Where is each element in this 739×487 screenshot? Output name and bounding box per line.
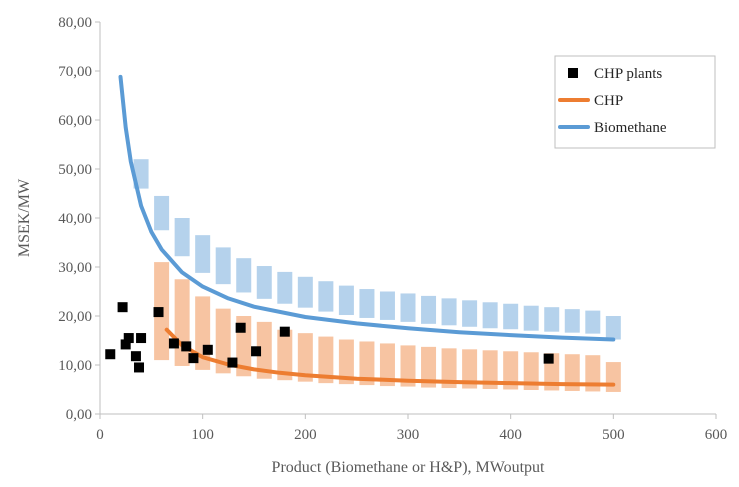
range-band-bar xyxy=(297,276,313,308)
range-band-bar xyxy=(482,350,498,390)
data-point xyxy=(227,357,238,368)
x-axis-title: Product (Biomethane or H&P), MWoutput xyxy=(272,459,545,476)
x-tick-label: 300 xyxy=(397,427,420,443)
range-band-bar xyxy=(318,336,334,384)
range-band-bar xyxy=(277,329,293,381)
range-band-bar xyxy=(462,300,478,327)
legend-marker xyxy=(568,68,578,78)
x-tick-label: 600 xyxy=(705,427,728,443)
x-tick-label: 0 xyxy=(96,427,104,443)
x-tick-label: 400 xyxy=(499,427,522,443)
y-axis-title: MSEK/MW xyxy=(16,178,33,257)
legend-label: Biomethane xyxy=(594,120,667,136)
data-point xyxy=(134,362,145,373)
range-band-bar xyxy=(482,302,498,329)
y-tick-label: 50,00 xyxy=(58,162,92,178)
range-band-bar xyxy=(154,195,170,231)
range-band-bar xyxy=(523,305,539,331)
range-band-bar xyxy=(297,333,313,382)
data-point xyxy=(251,346,262,357)
data-point xyxy=(543,353,554,364)
range-band-bar xyxy=(174,218,190,257)
range-band-bar xyxy=(318,281,334,312)
range-band-bar xyxy=(174,279,190,366)
data-point xyxy=(117,302,128,313)
range-band-bar xyxy=(359,341,375,386)
data-point xyxy=(202,344,213,355)
data-point xyxy=(105,349,116,360)
x-tick-label: 500 xyxy=(602,427,625,443)
range-band-bar xyxy=(441,348,457,389)
range-band-bar xyxy=(605,362,621,392)
data-point xyxy=(168,338,179,349)
data-point xyxy=(153,307,164,318)
range-band-bar xyxy=(462,349,478,389)
range-band-bar xyxy=(215,308,231,374)
data-point xyxy=(130,351,141,362)
range-bands xyxy=(133,159,621,392)
range-band-bar xyxy=(338,285,354,316)
y-tick-label: 70,00 xyxy=(58,64,92,80)
range-band-bar xyxy=(277,271,293,304)
data-point xyxy=(188,353,199,364)
y-tick-label: 10,00 xyxy=(58,358,92,374)
y-tick-label: 20,00 xyxy=(58,309,92,325)
range-band-bar xyxy=(503,303,519,330)
y-tick-label: 0,00 xyxy=(66,407,92,423)
trend-lines xyxy=(118,74,616,387)
range-band-bar xyxy=(585,310,601,334)
range-band-bar xyxy=(256,266,272,299)
range-band-bar xyxy=(338,339,354,385)
axes: 0,00 10,00 20,00 30,00 40,00 50,00 60,00 70,00 8… xyxy=(58,15,727,443)
range-band-bar xyxy=(256,321,272,379)
range-band-bar xyxy=(523,352,539,390)
range-band-bar xyxy=(564,354,580,391)
y-tick-label: 60,00 xyxy=(58,113,92,129)
y-tick-label: 40,00 xyxy=(58,211,92,227)
x-tick-label: 100 xyxy=(191,427,214,443)
series-line-1 xyxy=(164,327,616,387)
range-band-bar xyxy=(359,289,375,318)
data-point xyxy=(235,322,246,333)
legend-label: CHP plants xyxy=(594,66,662,82)
range-band-bar xyxy=(605,316,621,340)
chp-plant-points xyxy=(105,302,554,373)
range-band-bar xyxy=(441,298,457,326)
legend: CHP plants CHP Biomethane xyxy=(554,55,716,149)
series-line-2 xyxy=(118,74,616,342)
data-point xyxy=(123,333,134,344)
range-band-bar xyxy=(379,343,395,387)
range-band-bar xyxy=(215,247,231,285)
range-band-bar xyxy=(421,295,437,324)
range-band-bar xyxy=(503,351,519,390)
legend-label: CHP xyxy=(594,93,623,109)
data-point xyxy=(120,339,131,350)
range-band-bar xyxy=(379,291,395,320)
y-tick-label: 80,00 xyxy=(58,15,92,31)
range-band-bar xyxy=(421,346,437,388)
range-band-bar xyxy=(195,235,211,273)
range-band-bar xyxy=(564,309,580,333)
data-point xyxy=(181,341,192,352)
range-band-bar xyxy=(236,258,252,293)
data-point xyxy=(279,326,290,337)
x-tick-label: 200 xyxy=(294,427,317,443)
data-point xyxy=(136,333,147,344)
y-tick-label: 30,00 xyxy=(58,260,92,276)
range-band-bar xyxy=(400,345,416,387)
range-band-bar xyxy=(400,293,416,322)
range-band-bar xyxy=(544,307,560,332)
